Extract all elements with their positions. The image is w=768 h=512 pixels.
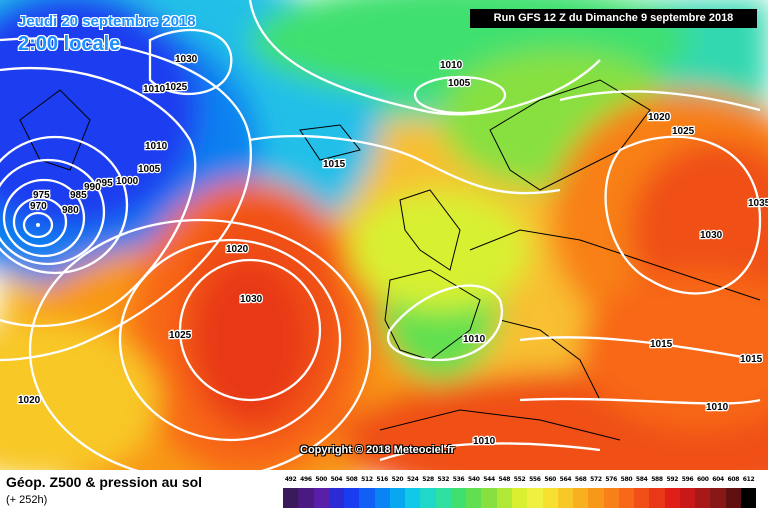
isobar-label: 1005 (448, 78, 471, 89)
isobar-label: 1010 (145, 141, 168, 152)
scale-swatch (695, 488, 711, 508)
isobar-label: 985 (70, 190, 87, 201)
isobar-label: 1035 (748, 198, 768, 209)
scale-swatch (313, 488, 329, 508)
scale-swatch (740, 488, 757, 508)
scale-swatch (664, 488, 680, 508)
isobar-label: 1030 (700, 230, 723, 241)
scale-value: 584 (635, 476, 648, 483)
isobar-label: 975 (33, 190, 50, 201)
forecast-date: Jeudi 20 septembre 2018 (18, 13, 196, 30)
scale-swatch (481, 488, 497, 508)
legend-title: Géop. Z500 & pression au sol (6, 474, 203, 490)
isobar-label: 1030 (175, 54, 198, 65)
scale-value: 580 (620, 476, 633, 483)
scale-value: 576 (605, 476, 618, 483)
color-scale-labels: 492 496 500 504 508 512 516 520 524 528 532 536 540 5… (283, 476, 756, 486)
isobar-label: 1015 (650, 339, 673, 350)
scale-swatch (344, 488, 360, 508)
isobar-label: 1025 (169, 330, 192, 341)
isobar-label: 1025 (672, 126, 695, 137)
scale-swatch (527, 488, 543, 508)
scale-value: 536 (452, 476, 465, 483)
scale-swatch (389, 488, 406, 508)
scale-value: 608 (727, 476, 740, 483)
isobar-label: 1030 (240, 294, 263, 305)
scale-value: 524 (406, 476, 419, 483)
scale-value: 512 (361, 476, 373, 483)
isobar-label: 995 (96, 178, 113, 189)
scale-swatch (573, 488, 589, 508)
scale-swatch (511, 488, 528, 508)
scale-value: 520 (391, 476, 404, 483)
scale-value: 492 (284, 476, 297, 483)
scale-swatch (649, 488, 665, 508)
scale-swatch (679, 488, 696, 508)
scale-value: 588 (651, 476, 663, 483)
scale-value: 552 (513, 476, 526, 483)
scale-swatch (405, 488, 421, 508)
scale-swatch (710, 488, 726, 508)
isobar-label: 1010 (463, 334, 486, 345)
scale-value: 508 (345, 476, 358, 483)
legend-subtitle: (+ 252h) (6, 494, 48, 506)
scale-value: 532 (437, 476, 450, 483)
scale-value: 560 (544, 476, 556, 483)
scale-value: 596 (681, 476, 694, 483)
scale-swatch (298, 488, 314, 508)
scale-swatch (496, 488, 512, 508)
scale-swatch (588, 488, 604, 508)
scale-value: 604 (712, 476, 724, 483)
isobar-label: 1015 (740, 354, 763, 365)
scale-value: 564 (559, 476, 572, 483)
scale-value: 600 (696, 476, 709, 483)
isobar-label: 1010 (143, 84, 166, 95)
isobar-label: 1010 (706, 402, 729, 413)
scale-swatch (450, 488, 467, 508)
isobar-label: 1020 (226, 244, 249, 255)
scale-swatch (420, 488, 436, 508)
scale-value: 496 (300, 476, 312, 483)
scale-swatch (542, 488, 558, 508)
scale-value: 612 (742, 476, 755, 483)
scale-value: 548 (498, 476, 511, 483)
scale-swatch (283, 488, 299, 508)
scale-swatch (557, 488, 574, 508)
model-run-banner: Run GFS 12 Z du Dimanche 9 septembre 201… (470, 9, 757, 28)
scale-value: 556 (529, 476, 541, 483)
forecast-local-time: 2:00 locale (18, 33, 121, 55)
scale-value: 572 (590, 476, 602, 483)
copyright-notice: Copyright © 2018 Meteociel.fr (300, 444, 455, 456)
isobar-label: 1010 (473, 436, 496, 447)
isobar-label: 1020 (648, 112, 671, 123)
scale-value: 592 (666, 476, 679, 483)
scale-swatch (618, 488, 635, 508)
scale-swatch (603, 488, 619, 508)
isobar-label: 980 (62, 205, 79, 216)
isobar-label: 1020 (18, 395, 41, 406)
isobar-label: 1010 (440, 60, 463, 71)
scale-swatch (634, 488, 650, 508)
weather-map: 1030 1025 1010 1010 1005 1015 1010 1005 … (0, 0, 768, 470)
isobar-label: 990 (84, 182, 101, 193)
scale-swatch (435, 488, 451, 508)
scale-value: 500 (315, 476, 327, 483)
isobar-label: 1025 (165, 82, 188, 93)
scale-value: 516 (376, 476, 389, 483)
scale-value: 568 (574, 476, 587, 483)
isobar-label: 1005 (138, 164, 161, 175)
isobar-label: 1000 (116, 176, 139, 187)
isobar-label: 970 (30, 201, 47, 212)
scale-swatch (374, 488, 390, 508)
scale-value: 544 (483, 476, 495, 483)
isobar-label: 1015 (323, 159, 346, 170)
color-scale-bar (283, 488, 757, 508)
scale-swatch (359, 488, 375, 508)
scale-value: 540 (468, 476, 480, 483)
scale-swatch (328, 488, 345, 508)
scale-swatch (725, 488, 741, 508)
scale-value: 504 (330, 476, 343, 483)
scale-swatch (466, 488, 482, 508)
scale-value: 528 (422, 476, 434, 483)
